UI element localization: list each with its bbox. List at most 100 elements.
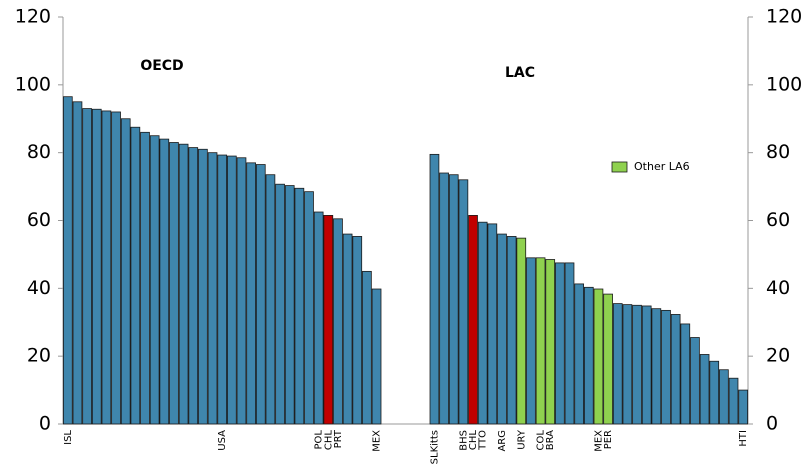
x-tick-label: COL [536, 430, 547, 451]
bar [275, 183, 285, 425]
bar [188, 147, 199, 425]
bar [506, 236, 517, 425]
y2-tick-label: 100 [766, 73, 802, 95]
bar [149, 135, 160, 425]
bar [207, 152, 218, 425]
bar [719, 369, 729, 425]
x-tick-label: USA [217, 430, 228, 451]
x-tick-label: POL [314, 430, 325, 450]
bar [670, 314, 681, 425]
bar [690, 337, 700, 425]
y-tick-label: 60 [27, 209, 51, 231]
bar [651, 308, 662, 425]
y-tick-label: 20 [27, 345, 51, 367]
y-tick-label: 80 [27, 141, 51, 163]
bar [236, 157, 247, 425]
bar [82, 108, 92, 425]
bar [709, 360, 720, 425]
bar [304, 191, 314, 425]
bar [458, 179, 469, 425]
bar [429, 153, 440, 425]
bar [284, 185, 295, 425]
bar [352, 236, 363, 425]
bar [497, 233, 507, 425]
bar [313, 211, 324, 425]
bar [169, 142, 179, 425]
x-tick-label: MEX [593, 430, 604, 452]
y-tick-label: 0 [39, 413, 51, 435]
bar [555, 262, 565, 425]
x-tick-label: BHS [458, 430, 469, 451]
bar [526, 257, 536, 425]
bar [101, 110, 112, 425]
bar [72, 101, 83, 425]
bar [323, 215, 334, 425]
x-tick-label: PRT [333, 429, 344, 448]
bar [632, 304, 642, 425]
y-tick-label: 100 [15, 73, 51, 95]
bar [680, 323, 691, 425]
bar [294, 187, 305, 425]
bar [130, 126, 141, 425]
bar [661, 309, 671, 425]
bar [111, 111, 121, 425]
x-tick-label: URY [516, 429, 527, 450]
bar [728, 377, 739, 425]
legend-label: Other LA6 [634, 160, 690, 173]
bar [593, 288, 604, 425]
y-tick-label: 120 [15, 6, 51, 28]
x-tick-label: CHL [323, 430, 334, 451]
x-tick-label: SLKitts [429, 430, 440, 464]
bar [178, 143, 189, 425]
legend-swatch [611, 161, 628, 173]
x-tick-label: HTI [738, 430, 749, 447]
bar [371, 288, 382, 425]
bar [545, 259, 556, 425]
x-tick-label: BRA [545, 430, 556, 450]
bar [622, 304, 633, 425]
y2-tick-label: 80 [766, 141, 790, 163]
x-tick-label: ISL [63, 430, 74, 445]
bar [516, 237, 527, 425]
y2-tick-label: 40 [766, 277, 790, 299]
bar [217, 154, 228, 425]
x-tick-label: PER [603, 430, 614, 449]
bar [468, 215, 478, 425]
bar [564, 262, 575, 425]
y-tick-label: 40 [27, 277, 51, 299]
bar [574, 283, 584, 425]
y2-tick-label: 20 [766, 345, 790, 367]
bar [362, 270, 372, 425]
bar [535, 257, 546, 425]
bar [226, 155, 237, 425]
bar [439, 172, 449, 425]
bar [612, 303, 623, 425]
bar [333, 218, 343, 425]
bar [246, 162, 256, 425]
y2-tick-label: 120 [766, 6, 802, 28]
bar [265, 174, 276, 425]
bar [342, 233, 353, 425]
bar [91, 108, 102, 425]
x-tick-label: ARG [497, 430, 508, 452]
bar [477, 221, 488, 425]
bar [120, 118, 131, 425]
y2-tick-label: 60 [766, 209, 790, 231]
bar [583, 286, 594, 425]
bar [140, 131, 150, 425]
bar [738, 389, 749, 425]
bar [487, 223, 498, 425]
x-tick-label: CHL [468, 430, 479, 451]
group-label: LAC [505, 65, 535, 81]
bar [255, 164, 266, 425]
group-label: OECD [140, 58, 183, 74]
y2-tick-label: 0 [766, 413, 778, 435]
x-tick-label: TTO [478, 430, 489, 451]
bar [641, 305, 652, 425]
bar [159, 138, 170, 425]
bar [448, 174, 459, 425]
bar [699, 354, 710, 425]
x-tick-label: MEX [372, 430, 383, 452]
bar [62, 96, 73, 425]
